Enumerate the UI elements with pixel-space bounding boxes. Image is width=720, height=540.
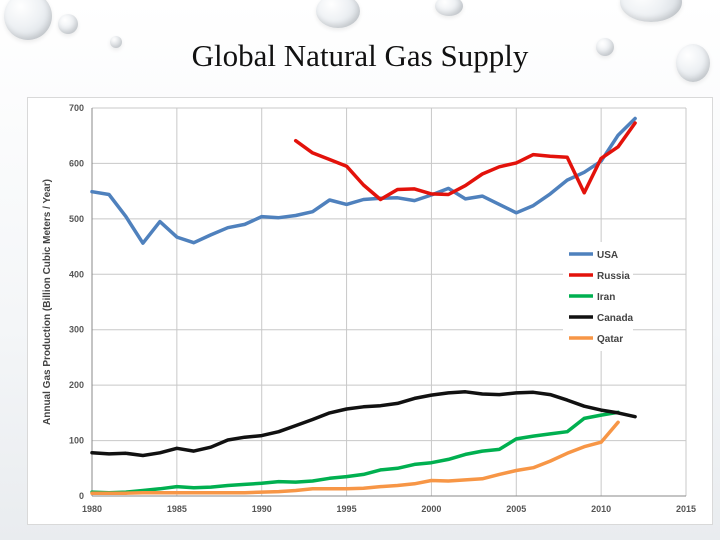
line-chart: 0 100 200 300 400 500 600 700 1980 1985 1990 1995 20… (42, 103, 696, 514)
legend-label: Iran (597, 292, 615, 303)
x-tick-label: 2015 (676, 504, 696, 514)
series-line-qatar (90, 420, 620, 495)
legend-label: Canada (597, 313, 634, 324)
y-tick-label: 300 (69, 325, 84, 335)
decorative-bubble (110, 36, 122, 48)
decorative-bubble (435, 0, 463, 16)
x-tick-label: 1985 (167, 504, 187, 514)
decorative-bubble (58, 14, 78, 34)
y-tick-label: 0 (79, 491, 84, 501)
x-tick-label: 1990 (252, 504, 272, 514)
x-tick-label: 1995 (337, 504, 357, 514)
legend-label: Qatar (597, 334, 623, 345)
decorative-bubble (676, 44, 710, 82)
y-tick-label: 700 (69, 103, 84, 113)
legend-label: Russia (597, 271, 630, 282)
y-axis-label: Annual Gas Production (Billion Cubic Met… (42, 179, 53, 425)
series-line-russia (293, 121, 637, 202)
decorative-bubble (4, 0, 52, 40)
x-tick-label: 2010 (591, 504, 611, 514)
series-line-iran (90, 410, 620, 495)
decorative-bubble (620, 0, 682, 22)
x-tick-label: 1980 (82, 504, 102, 514)
y-tick-label: 100 (69, 436, 84, 446)
series-line-canada (90, 390, 637, 458)
decorative-bubble (316, 0, 360, 28)
legend-label: USA (597, 250, 618, 261)
y-tick-label: 200 (69, 380, 84, 390)
chart-panel: 0 100 200 300 400 500 600 700 1980 1985 1990 1995 20… (27, 97, 713, 525)
x-tick-label: 2000 (421, 504, 441, 514)
slide-title: Global Natural Gas Supply (191, 38, 529, 73)
decorative-bubble (596, 38, 614, 56)
y-tick-label: 600 (69, 158, 84, 168)
x-tick-label: 2005 (506, 504, 526, 514)
series-line-usa (90, 116, 637, 245)
y-tick-label: 400 (69, 269, 84, 279)
y-tick-label: 500 (69, 214, 84, 224)
